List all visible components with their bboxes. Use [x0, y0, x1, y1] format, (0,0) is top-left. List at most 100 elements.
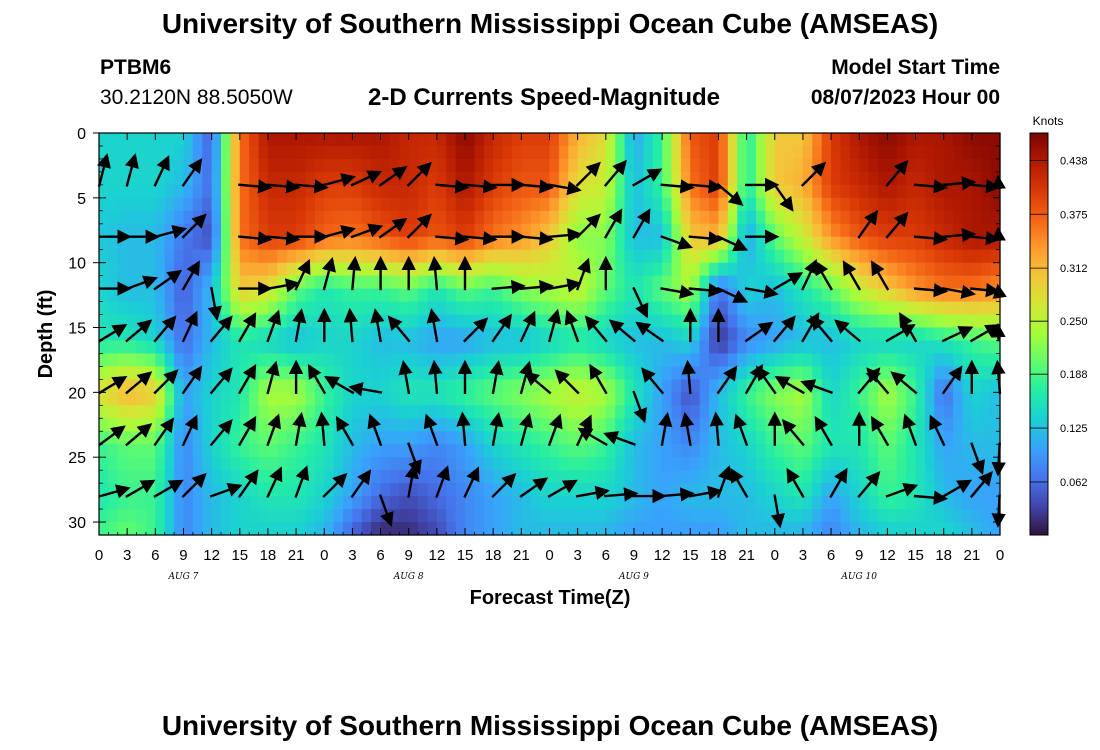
- heatmap-cell: [737, 184, 748, 199]
- heatmap-cell: [286, 509, 297, 523]
- heatmap-cell: [286, 457, 297, 471]
- heatmap-cell: [859, 340, 870, 355]
- heatmap-cell: [671, 327, 682, 342]
- heatmap-cell: [314, 145, 325, 160]
- heatmap-cell: [483, 405, 494, 419]
- heatmap-cell: [164, 340, 175, 355]
- heatmap-cell: [971, 301, 982, 316]
- x-tick-label: 9: [855, 547, 863, 564]
- heatmap-cell: [831, 145, 842, 160]
- current-vector: [519, 179, 554, 194]
- heatmap-cell: [361, 275, 372, 290]
- heatmap-cell: [596, 145, 607, 160]
- heatmap-cell: [802, 145, 813, 160]
- heatmap-cell: [849, 340, 860, 355]
- heatmap-cell: [596, 158, 607, 173]
- heatmap-cell: [436, 236, 447, 251]
- heatmap-cell: [774, 444, 785, 458]
- heatmap-cell: [399, 275, 410, 290]
- heatmap-cell: [446, 327, 457, 342]
- heatmap-cell: [568, 457, 579, 471]
- heatmap-cell: [915, 340, 926, 355]
- heatmap-cell: [324, 301, 335, 316]
- heatmap-cell: [849, 314, 860, 329]
- heatmap-cell: [324, 223, 335, 238]
- heatmap-cell: [446, 171, 457, 186]
- heatmap-cell: [530, 145, 541, 160]
- heatmap-cell: [446, 288, 457, 303]
- heatmap-cell: [709, 171, 720, 186]
- heatmap-cell: [558, 392, 569, 406]
- heatmap-cell: [333, 145, 344, 160]
- heatmap-cell: [877, 392, 888, 406]
- heatmap-cell: [699, 431, 710, 445]
- heatmap-cell: [784, 509, 795, 523]
- heatmap-cell: [643, 133, 654, 147]
- heatmap-cell: [971, 340, 982, 355]
- heatmap-cell: [540, 379, 551, 393]
- heatmap-cell: [361, 392, 372, 406]
- heatmap-cell: [343, 262, 354, 277]
- heatmap-cell: [793, 184, 804, 199]
- heatmap-cell: [127, 171, 138, 186]
- heatmap-cell: [737, 405, 748, 419]
- heatmap-cell: [587, 171, 598, 186]
- current-vector: [800, 379, 834, 395]
- heatmap-cell: [868, 483, 879, 497]
- heatmap-cell: [258, 483, 269, 497]
- heatmap-cell: [727, 249, 738, 264]
- heatmap-cell: [812, 288, 823, 303]
- heatmap-cell: [990, 483, 1001, 497]
- current-vector: [237, 312, 257, 343]
- heatmap-cell: [202, 418, 213, 432]
- heatmap-cell: [474, 392, 485, 406]
- heatmap-cell: [540, 262, 551, 277]
- heatmap-cell: [314, 470, 325, 484]
- heatmap-cell: [671, 210, 682, 225]
- heatmap-cell: [230, 444, 241, 458]
- heatmap-cell: [605, 223, 616, 238]
- current-vector: [575, 213, 601, 239]
- heatmap-cell: [718, 210, 729, 225]
- heatmap-cell: [361, 405, 372, 419]
- heatmap-cell: [296, 379, 307, 393]
- heatmap-cell: [671, 483, 682, 497]
- heatmap-cell: [277, 145, 288, 160]
- heatmap-cell: [521, 431, 532, 445]
- heatmap-cell: [934, 262, 945, 277]
- heatmap-cell: [99, 522, 109, 536]
- heatmap-cell: [915, 405, 926, 419]
- heatmap-cell: [408, 392, 419, 406]
- heatmap-cell: [953, 444, 964, 458]
- heatmap-cell: [277, 158, 288, 173]
- heatmap-cell: [981, 275, 992, 290]
- heatmap-cell: [840, 301, 851, 316]
- heatmap-cell: [343, 184, 354, 199]
- heatmap-cell: [502, 353, 513, 368]
- heatmap-cell: [990, 133, 1001, 147]
- heatmap-cell: [239, 288, 250, 303]
- heatmap-cell: [671, 457, 682, 471]
- heatmap-cell: [643, 236, 654, 251]
- heatmap-cell: [446, 301, 457, 316]
- heatmap-cell: [277, 327, 288, 342]
- heatmap-cell: [249, 275, 260, 290]
- heatmap-cell: [568, 171, 579, 186]
- heatmap-cell: [164, 405, 175, 419]
- heatmap-cell: [859, 431, 870, 445]
- heatmap-cell: [896, 301, 907, 316]
- heatmap-cell: [418, 236, 429, 251]
- heatmap-cell: [624, 184, 635, 199]
- heatmap-cell: [615, 444, 626, 458]
- heatmap-cell: [389, 431, 400, 445]
- heatmap-cell: [183, 275, 194, 290]
- model-start-value: 08/07/2023 Hour 00: [810, 86, 1000, 109]
- heatmap-cell: [258, 314, 269, 329]
- heatmap-cell: [258, 288, 269, 303]
- heatmap-cell: [652, 236, 663, 251]
- heatmap-cell: [183, 457, 194, 471]
- heatmap-cell: [746, 470, 757, 484]
- current-vector: [857, 470, 881, 499]
- heatmap-cell: [380, 457, 391, 471]
- heatmap-cell: [408, 405, 419, 419]
